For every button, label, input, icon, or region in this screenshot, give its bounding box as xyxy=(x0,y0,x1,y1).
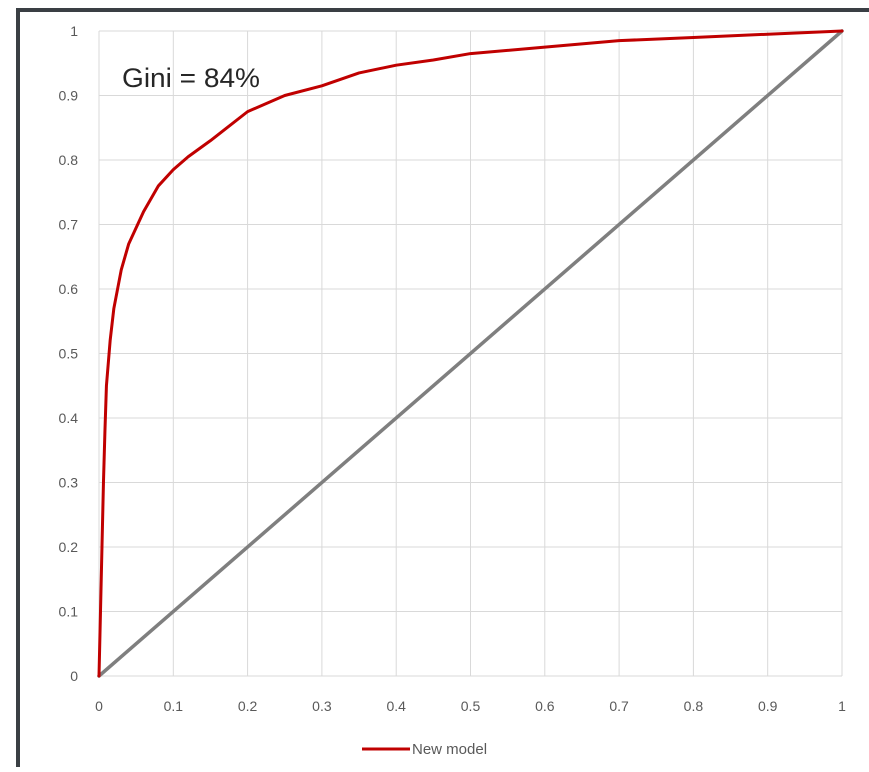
y-tick-label: 0.1 xyxy=(59,604,79,620)
x-tick-label: 0.3 xyxy=(312,698,332,714)
y-tick-label: 0.3 xyxy=(59,475,79,491)
gini-annotation: Gini = 84% xyxy=(122,63,260,93)
outer-frame-border xyxy=(16,8,869,767)
gridlines xyxy=(98,30,843,677)
y-tick-label: 0.7 xyxy=(59,217,79,233)
x-tick-label: 0.1 xyxy=(164,698,184,714)
y-tick-label: 0 xyxy=(70,668,78,684)
y-axis-tick-labels: 0 0.1 0.2 0.3 0.4 0.5 0.6 0.7 0.8 0.9 1 xyxy=(59,23,79,684)
x-tick-label: 0.5 xyxy=(461,698,481,714)
series-line-diagonal-reference xyxy=(97,29,844,678)
y-tick-label: 0.2 xyxy=(59,539,79,555)
x-axis-tick-labels: 0 0.1 0.2 0.3 0.4 0.5 0.6 0.7 0.8 0.9 1 xyxy=(95,698,846,714)
legend-label-new-model: New model xyxy=(412,741,487,758)
series-layer xyxy=(97,29,844,678)
x-tick-label: 0 xyxy=(95,698,103,714)
x-tick-label: 0.6 xyxy=(535,698,555,714)
series-line-new-model xyxy=(97,29,844,678)
y-tick-label: 0.9 xyxy=(59,88,79,104)
x-tick-label: 0.7 xyxy=(609,698,629,714)
x-tick-label: 0.9 xyxy=(758,698,778,714)
y-tick-label: 0.8 xyxy=(59,152,79,168)
y-tick-label: 0.4 xyxy=(59,410,79,426)
y-tick-label: 0.6 xyxy=(59,281,79,297)
x-tick-label: 0.2 xyxy=(238,698,258,714)
y-tick-label: 1 xyxy=(70,23,78,39)
x-tick-label: 1 xyxy=(838,698,846,714)
x-tick-label: 0.8 xyxy=(684,698,704,714)
x-tick-label: 0.4 xyxy=(386,698,406,714)
legend: New model xyxy=(362,741,487,758)
y-tick-label: 0.5 xyxy=(59,346,79,362)
